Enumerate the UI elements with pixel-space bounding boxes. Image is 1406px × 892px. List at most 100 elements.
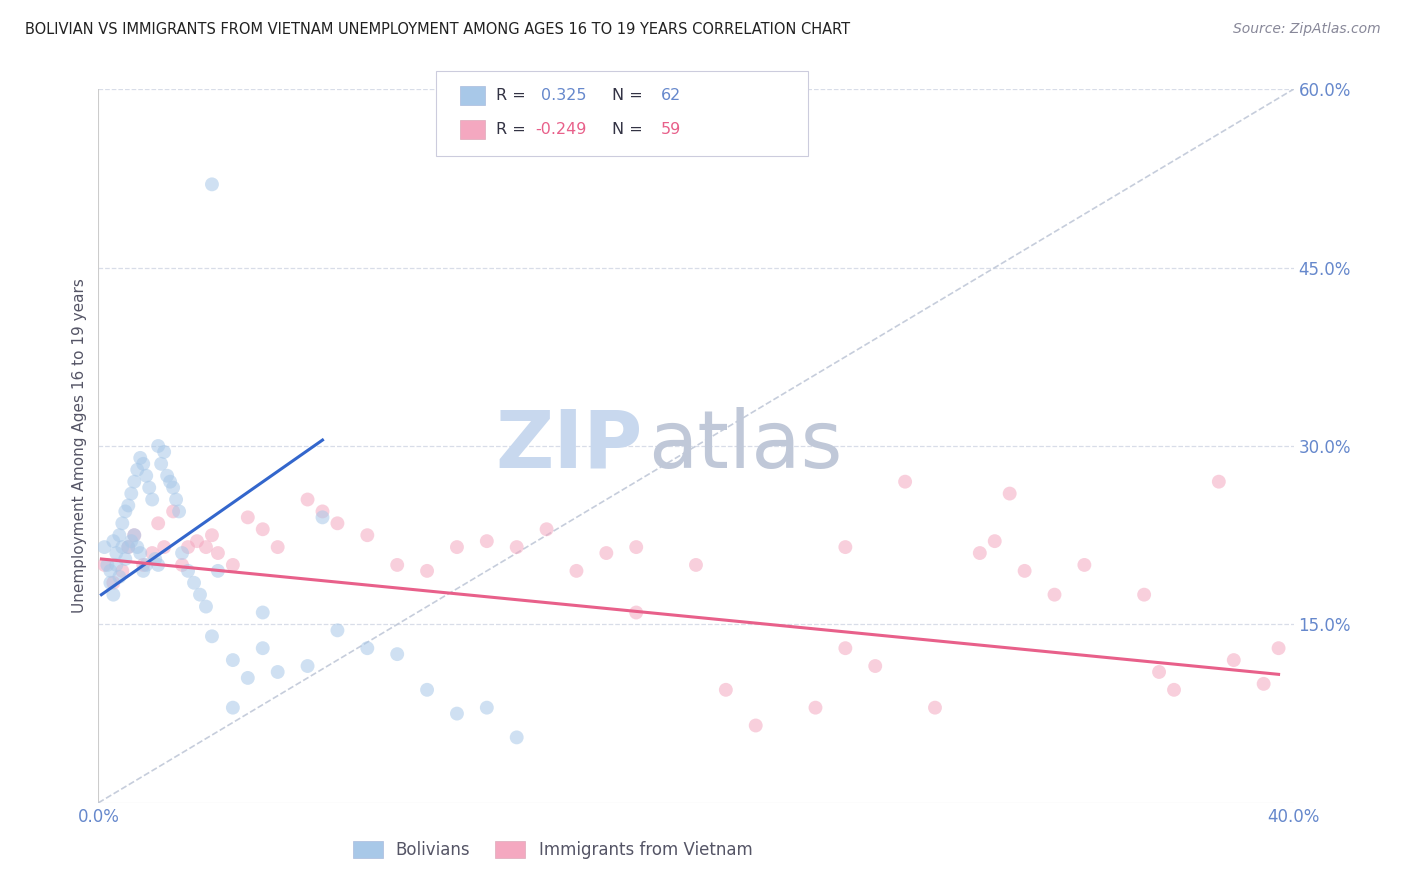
Point — [969, 546, 991, 560]
Point — [207, 564, 229, 578]
Point — [117, 540, 139, 554]
Point — [120, 486, 142, 500]
Text: BOLIVIAN VS IMMIGRANTS FROM VIETNAM UNEMPLOYMENT AMONG AGES 16 TO 19 YEARS CORRE: BOLIVIAN VS IMMIGRANTS FROM VIETNAM UNEM… — [25, 22, 851, 37]
Text: N =: N = — [612, 122, 648, 136]
Point — [186, 534, 208, 549]
Point — [207, 546, 229, 560]
Point — [153, 540, 176, 554]
Point — [177, 540, 200, 554]
Point — [108, 570, 131, 584]
Point — [297, 492, 319, 507]
Point — [626, 540, 648, 554]
Point — [506, 731, 529, 745]
Point — [565, 564, 588, 578]
Point — [148, 516, 170, 531]
Point — [998, 486, 1021, 500]
Point — [98, 575, 122, 590]
Point — [222, 558, 245, 572]
Text: 62: 62 — [661, 88, 681, 103]
Point — [117, 540, 139, 554]
Point — [924, 700, 946, 714]
Point — [111, 516, 134, 531]
Point — [252, 606, 274, 620]
Point — [141, 546, 163, 560]
Point — [326, 624, 349, 638]
Point — [114, 552, 136, 566]
Point — [172, 546, 194, 560]
Text: -0.249: -0.249 — [536, 122, 588, 136]
Point — [108, 528, 131, 542]
Point — [105, 546, 128, 560]
Text: 0.325: 0.325 — [541, 88, 586, 103]
Point — [195, 540, 218, 554]
Point — [195, 599, 218, 614]
Point — [148, 439, 170, 453]
Point — [120, 534, 142, 549]
Point — [138, 481, 160, 495]
Point — [153, 445, 176, 459]
Point — [127, 540, 149, 554]
Point — [236, 510, 259, 524]
Point — [252, 522, 274, 536]
Point — [114, 504, 136, 518]
Point — [201, 178, 224, 192]
Point — [267, 665, 290, 679]
Point — [834, 641, 856, 656]
Point — [135, 468, 157, 483]
Point — [1014, 564, 1036, 578]
Point — [595, 546, 617, 560]
Point — [111, 540, 134, 554]
Point — [103, 534, 125, 549]
Point — [804, 700, 827, 714]
Point — [385, 558, 409, 572]
Point — [141, 492, 163, 507]
Point — [446, 706, 468, 721]
Point — [98, 564, 122, 578]
Point — [475, 534, 498, 549]
Point — [132, 564, 155, 578]
Text: ZIP: ZIP — [495, 407, 643, 485]
Point — [626, 606, 648, 620]
Point — [536, 522, 558, 536]
Point — [93, 540, 115, 554]
Point — [201, 528, 224, 542]
Point — [506, 540, 529, 554]
Point — [162, 504, 184, 518]
Point — [135, 558, 157, 572]
Point — [129, 546, 152, 560]
Text: atlas: atlas — [648, 407, 842, 485]
Point — [356, 528, 378, 542]
Point — [685, 558, 707, 572]
Point — [1208, 475, 1230, 489]
Point — [162, 481, 184, 495]
Point — [124, 528, 146, 542]
Point — [714, 682, 737, 697]
Point — [156, 468, 179, 483]
Point — [356, 641, 378, 656]
Point — [165, 492, 187, 507]
Point — [201, 629, 224, 643]
Point — [1043, 588, 1066, 602]
Point — [446, 540, 468, 554]
Point — [385, 647, 409, 661]
Point — [865, 659, 887, 673]
Legend: Bolivians, Immigrants from Vietnam: Bolivians, Immigrants from Vietnam — [346, 834, 759, 866]
Point — [132, 457, 155, 471]
Point — [1267, 641, 1289, 656]
Point — [326, 516, 349, 531]
Point — [222, 700, 245, 714]
Text: R =: R = — [496, 88, 531, 103]
Point — [416, 564, 439, 578]
Point — [96, 558, 118, 572]
Point — [1147, 665, 1170, 679]
Point — [475, 700, 498, 714]
Point — [111, 564, 134, 578]
Point — [188, 588, 211, 602]
Point — [148, 558, 170, 572]
Point — [745, 718, 768, 732]
Point — [222, 653, 245, 667]
Point — [159, 475, 181, 489]
Point — [124, 528, 146, 542]
Point — [103, 588, 125, 602]
Point — [167, 504, 190, 518]
